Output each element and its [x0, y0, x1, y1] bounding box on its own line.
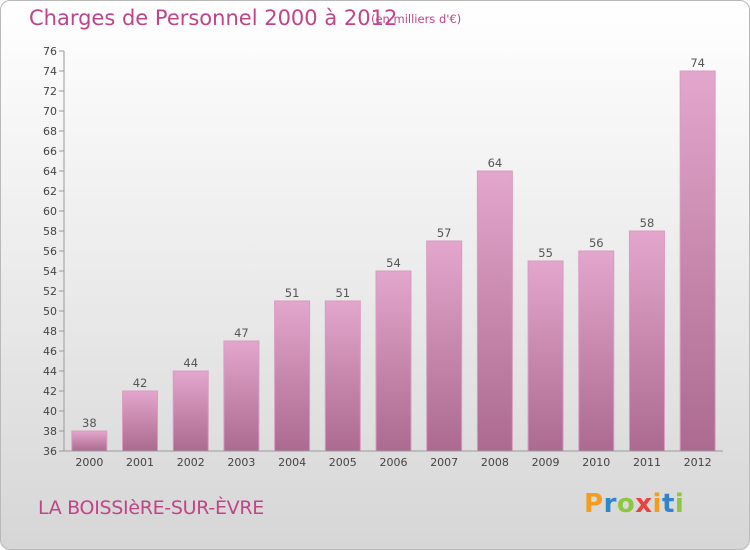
data-label: 57	[437, 226, 452, 240]
bar	[527, 260, 564, 452]
x-tick-label: 2007	[430, 456, 458, 469]
bar	[122, 390, 159, 452]
logo-letter: r	[603, 489, 617, 519]
y-tick-label: 50	[43, 305, 57, 318]
x-tick-label: 2011	[633, 456, 661, 469]
y-tick-label: 48	[43, 325, 57, 338]
x-tick-label: 2009	[532, 456, 560, 469]
y-tick-label: 46	[43, 345, 57, 358]
bar	[375, 270, 412, 452]
data-label: 38	[82, 416, 97, 430]
data-label: 51	[335, 286, 350, 300]
data-label: 47	[234, 326, 249, 340]
y-tick-label: 72	[43, 85, 57, 98]
x-tick-label: 2005	[329, 456, 357, 469]
x-tick-label: 2004	[278, 456, 306, 469]
bar	[324, 300, 361, 452]
data-label: 44	[183, 356, 198, 370]
y-tick-label: 66	[43, 145, 57, 158]
bar	[679, 70, 716, 452]
data-label: 54	[386, 256, 401, 270]
bar	[578, 250, 615, 452]
data-label: 55	[538, 246, 553, 260]
bar	[223, 340, 260, 452]
data-label: 56	[589, 236, 604, 250]
y-tick-label: 64	[43, 165, 57, 178]
y-tick-label: 36	[43, 445, 57, 458]
x-tick-label: 2008	[481, 456, 509, 469]
logo-letter: i	[674, 489, 685, 519]
logo-letter: t	[661, 489, 675, 519]
x-tick-label: 2010	[582, 456, 610, 469]
bar	[274, 300, 311, 452]
x-tick-label: 2003	[227, 456, 255, 469]
data-label: 58	[640, 216, 655, 230]
y-tick-label: 52	[43, 285, 57, 298]
bar	[71, 430, 108, 452]
x-tick-label: 2012	[684, 456, 712, 469]
x-tick-label: 2000	[75, 456, 103, 469]
y-tick-label: 68	[43, 125, 57, 138]
y-tick-label: 58	[43, 225, 57, 238]
logo-letter: P	[584, 489, 604, 519]
y-tick-label: 56	[43, 245, 57, 258]
proxiti-logo[interactable]: Proxiti	[584, 489, 684, 519]
x-tick-label: 2001	[126, 456, 154, 469]
chart-subtitle: (en milliers d'€)	[371, 12, 462, 26]
data-label: 64	[488, 156, 503, 170]
bar	[172, 370, 209, 452]
bar	[628, 230, 665, 452]
y-tick-label: 70	[43, 105, 57, 118]
y-tick-label: 54	[43, 265, 57, 278]
data-label: 42	[133, 376, 148, 390]
y-tick-label: 60	[43, 205, 57, 218]
y-tick-label: 76	[43, 45, 57, 58]
data-label: 74	[690, 56, 705, 70]
x-tick-label: 2002	[177, 456, 205, 469]
logo-letter: x	[635, 489, 653, 519]
y-tick-label: 40	[43, 405, 57, 418]
y-tick-label: 44	[43, 365, 57, 378]
chart-title: Charges de Personnel 2000 à 2012	[29, 6, 398, 30]
y-tick-label: 38	[43, 425, 57, 438]
y-tick-label: 42	[43, 385, 57, 398]
logo-letter: i	[652, 489, 662, 519]
commune-name: LA BOISSIèRE-SUR-ÈVRE	[38, 497, 264, 519]
logo-letter: o	[616, 489, 636, 519]
x-tick-label: 2006	[380, 456, 408, 469]
bar	[426, 240, 463, 452]
y-tick-label: 62	[43, 185, 57, 198]
bar	[476, 170, 513, 452]
y-tick-label: 74	[43, 65, 57, 78]
data-label: 51	[285, 286, 300, 300]
